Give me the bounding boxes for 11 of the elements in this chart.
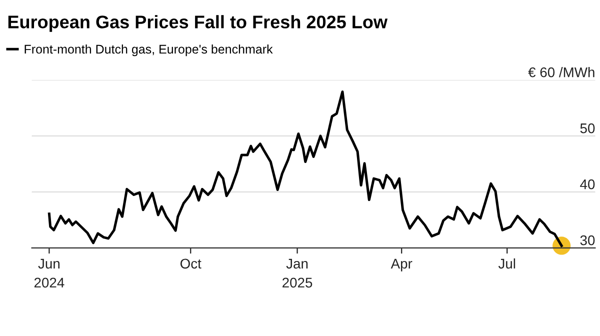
chart-title: European Gas Prices Fall to Fresh 2025 Low (8, 15, 388, 32)
y-tick-label: € 60 /MWh (528, 67, 594, 78)
x-tick-label: Jun 2024 (34, 258, 64, 288)
y-tick-label: 40 (580, 179, 595, 190)
y-tick-label: 30 (580, 235, 595, 246)
legend-label: Front-month Dutch gas, Europe's benchmark (24, 44, 273, 56)
y-tick-label: 50 (580, 123, 595, 134)
x-tick-label: Apr (390, 258, 412, 272)
x-tick-label: Oct (180, 258, 202, 269)
x-tick-label: Jul (498, 258, 516, 269)
x-tick-label: Jan 2025 (282, 258, 312, 288)
